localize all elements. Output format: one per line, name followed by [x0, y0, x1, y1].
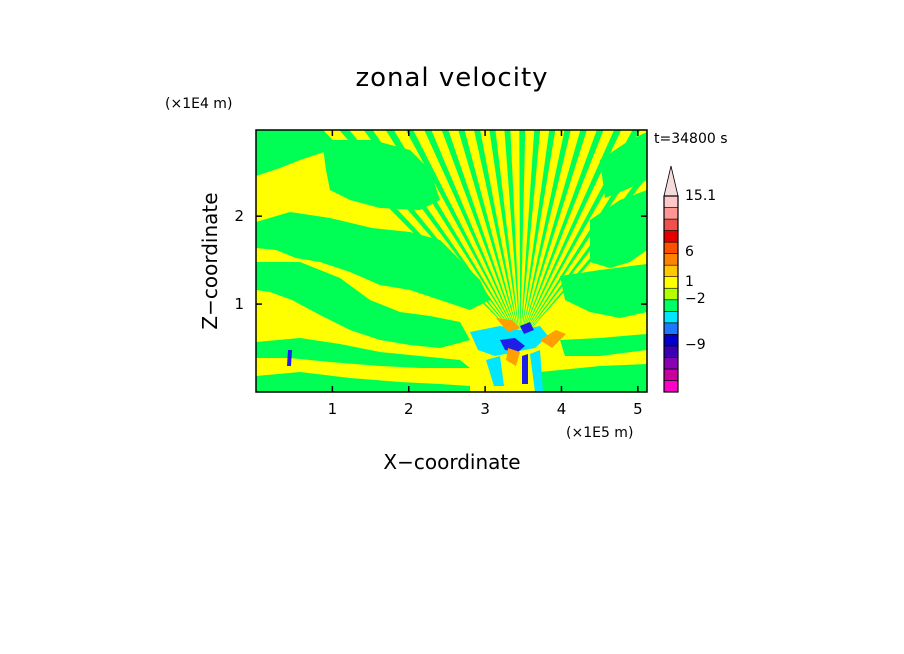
y-scale-label: (×1E4 m) [165, 96, 232, 112]
colorbar-bin [663, 345, 679, 358]
wave-ray [525, 130, 622, 331]
colorbar-label: 15.1 [685, 188, 716, 204]
y-axis: 12 [234, 207, 647, 313]
colorbar-bin [663, 287, 679, 301]
contour-region [256, 372, 470, 392]
colorbar-label: 6 [685, 244, 694, 260]
colorbar-bin [663, 253, 679, 266]
wave-ray [526, 138, 647, 332]
colorbar-bin [663, 264, 679, 278]
wave-ray [489, 130, 519, 330]
x-tick-label: 4 [557, 400, 567, 418]
x-tick-label: 3 [480, 400, 490, 418]
x-tick-label: 2 [404, 400, 414, 418]
plot-area [256, 130, 647, 392]
wave-ray [522, 130, 571, 330]
x-tick-label: 1 [328, 400, 338, 418]
x-scale-label: (×1E5 m) [566, 425, 633, 441]
colorbar-bin [663, 310, 679, 324]
colorbar-bin [663, 276, 679, 289]
wave-ray [363, 130, 514, 332]
contour-region [500, 338, 525, 352]
colorbar-bin [663, 218, 679, 231]
colorbar-bin [663, 195, 679, 208]
y-axis-label: Z−coordinate [198, 192, 222, 329]
colorbar-bin [663, 207, 679, 220]
colorbar-bin [663, 241, 679, 254]
contour-region [496, 318, 520, 332]
positive-medium-regions [496, 318, 566, 366]
colorbar: 15.1 6 1−2 −9 [663, 165, 716, 393]
contour-region [522, 354, 528, 384]
contour-region [520, 322, 534, 334]
wave-ray [521, 130, 541, 330]
time-label: t=34800 s [654, 131, 728, 147]
wave-ray [519, 130, 526, 330]
contour-region [287, 350, 292, 366]
contour-region [560, 334, 647, 356]
colorbar-bin [663, 357, 679, 370]
contour-region [486, 356, 504, 386]
colorbar-bin [663, 368, 679, 381]
wave-ray [474, 130, 518, 330]
contour-region [256, 262, 470, 348]
wave-ray [524, 130, 604, 330]
colorbar-bin [663, 322, 679, 335]
contour-region [540, 330, 566, 348]
colorbar-label: −9 [685, 337, 706, 353]
colorbar-bin [663, 334, 679, 347]
x-tick-label: 5 [633, 400, 643, 418]
wave-ray [525, 130, 641, 331]
colorbar-label: 1 [685, 274, 694, 290]
contour-region [256, 130, 324, 176]
colorbar-frame [663, 195, 679, 393]
x-axis: 1 2 3 4 5 [328, 130, 643, 418]
colorbar-extend-arrow [663, 165, 679, 197]
wave-ray [527, 190, 647, 333]
wave-ray-group [311, 130, 647, 333]
wave-ray [441, 130, 517, 330]
contour-region [256, 338, 470, 368]
plot-frame [255, 129, 648, 393]
wave-ray [527, 167, 647, 332]
x-axis-label: X−coordinate [383, 450, 520, 474]
contour-region [600, 132, 647, 198]
wave-ray [311, 130, 513, 333]
contour-region [560, 264, 647, 318]
y-tick-label: 1 [234, 295, 244, 313]
strong-negative-regions [287, 322, 548, 392]
wave-ray [458, 130, 518, 330]
colorbar-bin [663, 380, 679, 393]
wave-ray [523, 130, 587, 330]
wave-ray [521, 130, 556, 330]
wave-ray [424, 130, 516, 331]
wave-ray [405, 130, 515, 331]
colorbar-bin [663, 230, 679, 243]
contour-region [530, 350, 543, 392]
contour-region [506, 348, 520, 366]
contour-region [256, 212, 490, 310]
chart-title: zonal velocity [355, 63, 548, 93]
y-tick-label: 2 [234, 207, 244, 225]
colorbar-bin [663, 299, 679, 312]
colorbar-label: −2 [685, 291, 706, 307]
contour-region [540, 364, 647, 392]
wave-ray [504, 130, 520, 330]
wave-ray [385, 130, 515, 331]
wave-ray [339, 130, 513, 332]
